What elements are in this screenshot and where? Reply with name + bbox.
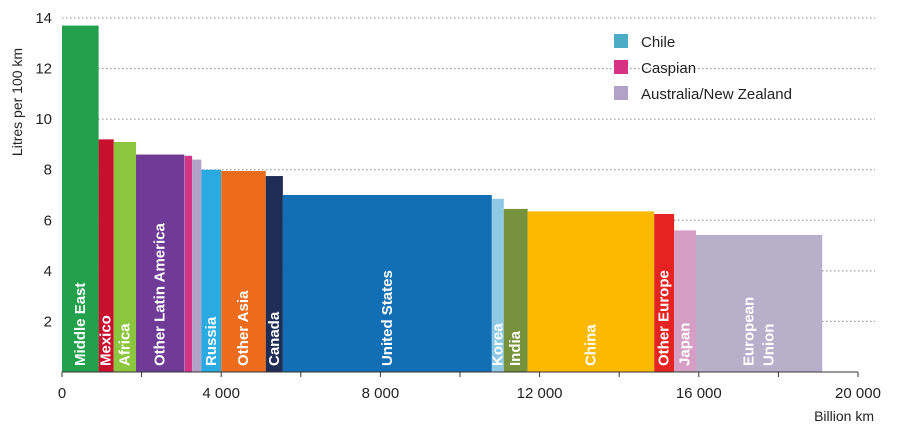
bar-japan	[674, 230, 697, 372]
y-tick-label: 12	[35, 61, 52, 78]
bar-africa	[113, 141, 137, 372]
x-tick-label: 4 000	[202, 385, 240, 402]
bar-canada	[265, 176, 283, 372]
bar-united-states	[282, 195, 492, 372]
bar-label-japan: Japan	[677, 323, 694, 366]
bar-label-european-union: Union	[761, 324, 778, 367]
bar-caspian	[184, 155, 193, 372]
legend: Chile Caspian Australia/New Zealand	[614, 34, 792, 103]
y-tick-label: 6	[44, 212, 52, 229]
legend-label-australia-new-zealand: Australia/New Zealand	[641, 86, 792, 103]
bar-label-korea: Korea	[489, 323, 506, 366]
bar-middle-east	[62, 25, 99, 372]
x-tick-label: 8 000	[362, 385, 400, 402]
bar-label-russia: Russia	[203, 316, 220, 366]
bar-other-europe	[654, 213, 675, 372]
x-tick-label: 20 000	[835, 385, 881, 402]
bar-label-other-latin-america: Other Latin America	[152, 223, 169, 366]
bar-labels: Middle East Mexico Africa Other Latin Ameri…	[72, 223, 778, 367]
y-tick-label: 4	[44, 263, 52, 280]
y-ticks: 2 4 6 8 10 12 14	[35, 10, 52, 330]
bar-australia-new-zealand	[192, 159, 202, 372]
x-tick-label: 12 000	[517, 385, 563, 402]
legend-label-chile: Chile	[641, 34, 675, 51]
bar-label-mexico: Mexico	[98, 315, 115, 366]
legend-swatch-caspian	[614, 60, 628, 74]
y-tick-label: 2	[44, 313, 52, 330]
x-ticks: 0 4 000 8 000 12 000 16 000 20 000	[58, 372, 881, 402]
bar-other-latin-america	[136, 154, 185, 372]
bar-label-india: India	[507, 330, 524, 366]
y-tick-label: 14	[35, 10, 52, 27]
x-tick-label: 0	[58, 385, 66, 402]
legend-swatch-chile	[614, 34, 628, 48]
bars	[62, 25, 823, 372]
y-tick-label: 8	[44, 162, 52, 179]
bar-korea	[491, 198, 504, 372]
x-axis-label: Billion km	[814, 408, 874, 424]
bar-label-canada: Canada	[266, 311, 283, 366]
x-tick-label: 16 000	[676, 385, 722, 402]
bar-label-middle-east: Middle East	[72, 283, 89, 366]
legend-swatch-australia-new-zealand	[614, 86, 628, 100]
bar-label-china: China	[582, 324, 599, 366]
bar-india	[503, 208, 528, 372]
y-axis-label: Litres per 100 km	[9, 48, 25, 156]
bar-label-united-states: United States	[379, 270, 396, 366]
bar-european-union	[696, 234, 823, 372]
bar-mexico	[98, 139, 114, 372]
legend-label-caspian: Caspian	[641, 60, 696, 77]
bar-other-asia	[221, 170, 266, 372]
bar-label-european-union: European	[741, 297, 758, 366]
bar-russia	[201, 169, 222, 372]
y-tick-label: 10	[35, 111, 52, 128]
bar-china	[527, 211, 655, 372]
bar-label-other-asia: Other Asia	[235, 290, 252, 366]
bar-label-other-europe: Other Europe	[656, 270, 673, 366]
bar-label-africa: Africa	[116, 323, 133, 366]
